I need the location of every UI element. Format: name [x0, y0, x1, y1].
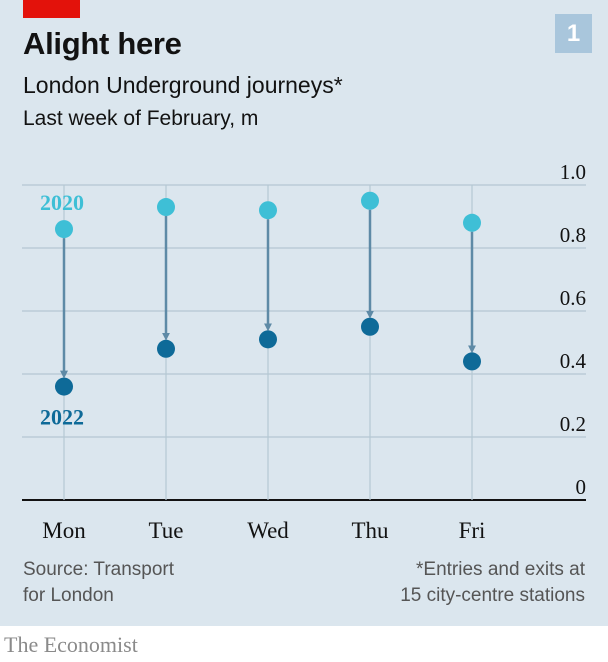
- point-2020: [361, 191, 379, 210]
- dumbbell-chart: 0 0.2 0.4 0.6 0.8 1.0 Mon Tue Wed Thu Fri 2020 2022: [22, 160, 587, 543]
- point-2020: [55, 220, 73, 239]
- chart-number-badge: 1: [555, 14, 592, 53]
- y-tick-label: 0.2: [560, 412, 586, 436]
- point-2020: [157, 198, 175, 217]
- source-line-1: Source: Transport: [23, 559, 175, 580]
- chart-title: Alight here: [23, 26, 182, 61]
- point-2020: [259, 201, 277, 220]
- x-tick-label: Thu: [351, 518, 389, 543]
- point-2022: [259, 330, 277, 349]
- gridlines: [22, 184, 586, 501]
- footnote-line-2: 15 city-centre stations: [400, 585, 585, 606]
- point-2022: [55, 377, 73, 396]
- y-tick-label: 0.4: [560, 349, 587, 373]
- x-tick-label: Tue: [149, 518, 184, 543]
- y-tick-label: 0.8: [560, 223, 586, 247]
- y-tick-label: 0: [576, 475, 587, 499]
- point-2022: [157, 339, 175, 358]
- x-tick-label: Fri: [459, 518, 486, 543]
- y-tick-label: 0.6: [560, 286, 586, 310]
- point-2022: [361, 317, 379, 336]
- economist-logo-text: The Economist: [4, 632, 138, 657]
- footnote: *Entries and exits at 15 city-centre sta…: [400, 557, 585, 609]
- chart-unit-note: Last week of February, m: [23, 107, 259, 130]
- point-2022: [463, 352, 481, 371]
- x-tick-label: Mon: [42, 518, 86, 543]
- data-points: [55, 191, 481, 396]
- chart-subtitle: London Underground journeys*: [23, 72, 343, 98]
- footnote-line-1: *Entries and exits at: [416, 559, 585, 580]
- source-line-2: for London: [23, 585, 114, 606]
- point-2020: [463, 213, 481, 232]
- series-label-2020: 2020: [40, 190, 84, 215]
- source-note: Source: Transport for London: [23, 557, 174, 609]
- series-label-2022: 2022: [40, 405, 84, 430]
- x-tick-label: Wed: [247, 518, 289, 543]
- axis-labels: 0 0.2 0.4 0.6 0.8 1.0 Mon Tue Wed Thu Fri 2020 2022: [40, 160, 587, 543]
- chart-panel: [0, 0, 608, 626]
- y-tick-label: 1.0: [560, 160, 586, 184]
- brand-red-tag: [23, 0, 80, 18]
- change-arrows: [60, 209, 476, 379]
